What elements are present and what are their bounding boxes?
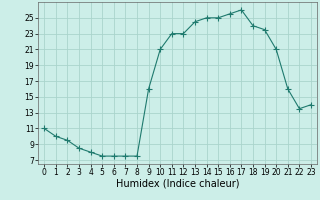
X-axis label: Humidex (Indice chaleur): Humidex (Indice chaleur) xyxy=(116,179,239,189)
